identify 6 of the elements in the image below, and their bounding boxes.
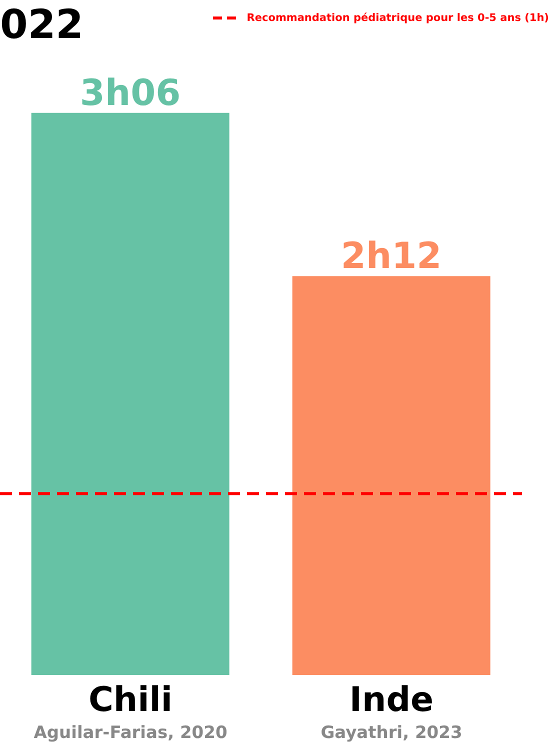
legend-label: Recommandation pédiatrique pour les 0-5 ans (1h) <box>246 12 549 24</box>
data-label: 3h06 <box>80 72 181 114</box>
data-label: 2h12 <box>340 236 442 278</box>
x-tick-label: Chili Aguilar-Farias, 2020 <box>34 680 228 743</box>
chart-title: 022 <box>0 2 84 48</box>
x-tick-label: Inde Gayathri, 2023 <box>320 680 462 743</box>
